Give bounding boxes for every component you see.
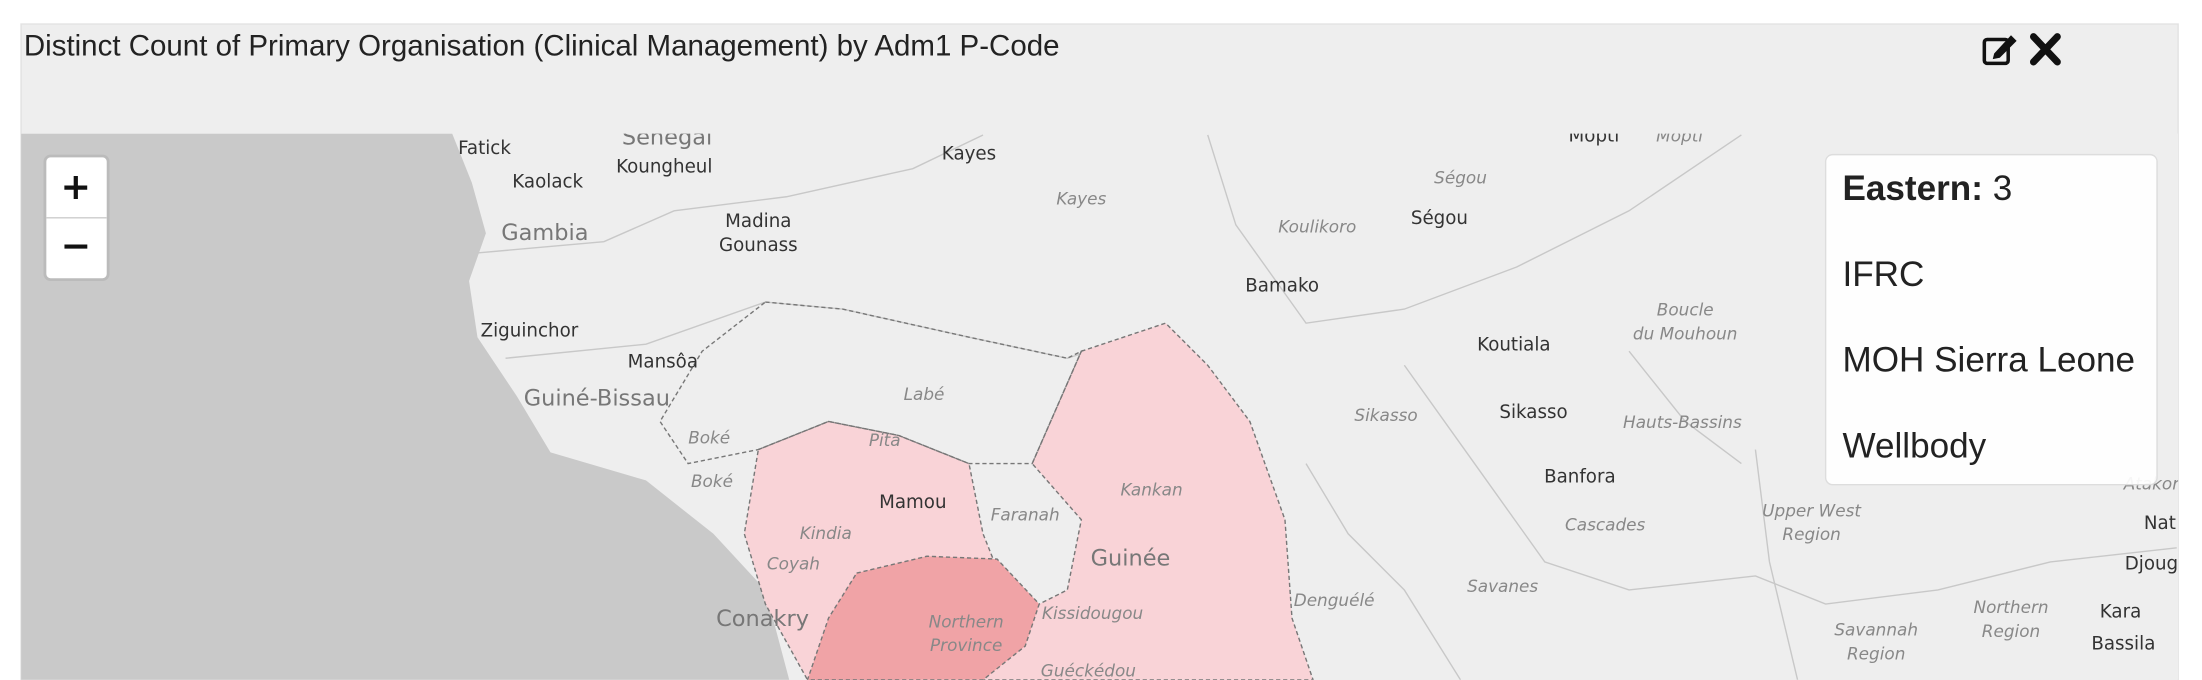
place-label: Koungheul <box>616 156 712 177</box>
place-label: Sikasso <box>1499 402 1567 423</box>
place-label: Guinée <box>1091 546 1171 572</box>
place-label: Djoug <box>2125 554 2178 575</box>
place-label: Northern <box>929 611 1004 631</box>
place-label: Kayes <box>942 144 996 165</box>
place-label: Mopti <box>1569 125 1620 146</box>
place-label: Savanes <box>1467 576 1538 596</box>
tooltip-region: Eastern: <box>1842 169 1982 208</box>
tooltip-item: MOH Sierra Leone <box>1842 341 2135 380</box>
place-label: Kaolack <box>512 172 583 193</box>
place-label: Senegal <box>622 124 712 150</box>
place-label: Bamako <box>1245 276 1319 297</box>
place-label: du Mouhoun <box>1633 323 1738 343</box>
place-label: Fatick <box>458 138 511 159</box>
place-label: Kissidougou <box>1042 603 1143 623</box>
place-label: Boké <box>691 471 733 491</box>
tooltip: Eastern: 3 IFRC MOH Sierra Leone Wellbody <box>1824 153 2158 486</box>
place-label: Kankan <box>1120 479 1182 499</box>
map: Fatick Senegal Kayes Kaolack Koungheul Kayes M… <box>21 124 2179 680</box>
place-label: Faranah <box>991 505 1060 525</box>
place-label: Ségou <box>1411 208 1468 229</box>
place-label: Madina <box>725 211 791 232</box>
tooltip-heading: Eastern: 3 <box>1842 169 2012 208</box>
place-label: Gambia <box>501 220 588 246</box>
place-label: Ziguinchor <box>481 321 579 342</box>
place-label: Region <box>1982 621 2040 641</box>
place-label: Kindia <box>800 523 852 543</box>
place-label: Banfora <box>1544 467 1616 488</box>
tooltip-item: IFRC <box>1842 255 1924 294</box>
place-label: Kara <box>2100 601 2142 622</box>
region <box>806 555 1041 680</box>
place-label: Conakry <box>716 606 809 632</box>
place-label: Gounass <box>719 235 798 256</box>
place-label: Ségou <box>1434 168 1487 188</box>
place-label: Denguélé <box>1294 590 1375 610</box>
place-label: Northern <box>1973 597 2048 617</box>
region <box>982 322 1314 680</box>
place-label: Labé <box>904 384 945 404</box>
place-label: Mopti <box>1656 125 1703 145</box>
ocean <box>21 133 790 680</box>
place-label: Region <box>1782 524 1840 544</box>
zoom-control: + − <box>43 154 110 282</box>
place-label: Boucle <box>1657 300 1714 320</box>
place-label: Koutiala <box>1477 335 1550 356</box>
place-label: Guéckédou <box>1041 660 1136 680</box>
widget-title: Distinct Count of Primary Organisation (… <box>24 30 1060 63</box>
place-label: Coyah <box>767 554 820 574</box>
place-label: Kayes <box>1056 189 1106 209</box>
place-label: Bassila <box>2091 634 2155 655</box>
tooltip-value: 3 <box>1993 169 2013 208</box>
zoom-out[interactable]: − <box>61 224 92 267</box>
place-label: Guiné-Bissau <box>524 385 670 411</box>
place-label: Savannah <box>1834 620 1918 640</box>
place-label: Hauts-Bassins <box>1623 412 1742 432</box>
zoom-in[interactable]: + <box>61 165 92 208</box>
place-label: Sikasso <box>1354 405 1417 425</box>
place-label: Nat <box>2144 513 2176 534</box>
place-label: Boké <box>688 427 730 447</box>
edit-icon[interactable] <box>1982 35 2017 66</box>
place-label: Pita <box>869 430 901 450</box>
place-label: Province <box>930 635 1002 655</box>
close-icon[interactable] <box>2029 33 2061 66</box>
place-label: Cascades <box>1565 514 1645 534</box>
borders <box>477 134 2177 680</box>
place-label: Mamou <box>879 492 946 513</box>
place-label: Upper West <box>1762 500 1862 520</box>
tooltip-item: Wellbody <box>1842 426 1986 465</box>
place-label: Region <box>1847 644 1905 664</box>
place-label: Koulikoro <box>1278 217 1356 237</box>
region <box>659 301 1083 465</box>
place-label: Mansôa <box>628 351 698 372</box>
